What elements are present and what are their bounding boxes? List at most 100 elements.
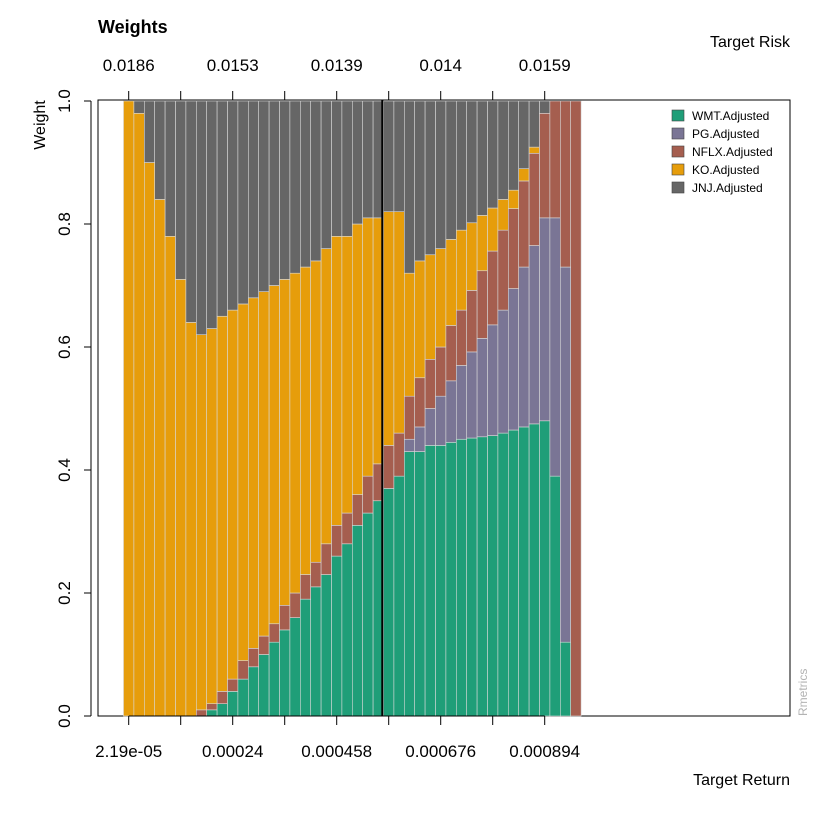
bar-segment-jnj-adjusted-13 xyxy=(248,100,260,299)
top-tick-label-21: 0.0139 xyxy=(311,56,363,75)
bar-segment-nflx-adjusted-24 xyxy=(362,475,374,514)
bar-segment-nflx-adjusted-43 xyxy=(559,100,571,268)
top-tick-label-1: 0.0186 xyxy=(103,56,155,75)
bar-segment-wmt-adjusted-18 xyxy=(299,598,311,717)
bar-segment-jnj-adjusted-9 xyxy=(206,100,218,329)
bar-segment-jnj-adjusted-10 xyxy=(216,100,228,317)
bar-segment-ko-adjusted-32 xyxy=(445,239,457,326)
bar-segment-nflx-adjusted-20 xyxy=(320,543,332,575)
bar-segment-wmt-adjusted-41 xyxy=(539,420,551,717)
bar-segment-jnj-adjusted-23 xyxy=(351,100,363,225)
bar-segment-pg-adjusted-29 xyxy=(414,426,426,452)
bar-segment-jnj-adjusted-41 xyxy=(539,100,551,114)
bar-segment-jnj-adjusted-30 xyxy=(424,100,436,256)
legend-swatch-nflx-adjusted xyxy=(671,145,685,158)
bar-segment-wmt-adjusted-9 xyxy=(206,709,218,717)
bar-segment-ko-adjusted-36 xyxy=(487,207,499,252)
bar-segment-jnj-adjusted-20 xyxy=(320,100,332,249)
bar-segment-wmt-adjusted-34 xyxy=(466,437,478,717)
bar-segment-ko-adjusted-37 xyxy=(497,199,509,231)
bar-segment-ko-adjusted-19 xyxy=(310,260,322,563)
bar-segment-jnj-adjusted-40 xyxy=(528,100,540,148)
y-tick-label-1.0: 1.0 xyxy=(55,89,74,113)
bar-segment-pg-adjusted-39 xyxy=(518,266,530,428)
bar-segment-wmt-adjusted-22 xyxy=(341,543,353,717)
bar-segment-jnj-adjusted-4 xyxy=(154,100,166,200)
bar-segment-nflx-adjusted-32 xyxy=(445,325,457,382)
bar-segment-nflx-adjusted-19 xyxy=(310,561,322,588)
bar-segment-ko-adjusted-11 xyxy=(227,309,239,680)
bar-segment-ko-adjusted-31 xyxy=(435,248,447,348)
bar-segment-jnj-adjusted-34 xyxy=(466,100,478,224)
bar-segment-nflx-adjusted-39 xyxy=(518,180,530,268)
bar-segment-ko-adjusted-6 xyxy=(175,279,187,717)
bar-segment-nflx-adjusted-22 xyxy=(341,512,353,545)
bar-segment-nflx-adjusted-14 xyxy=(258,635,270,655)
x-axis-label: Target Return xyxy=(693,772,790,789)
bar-segment-wmt-adjusted-38 xyxy=(507,429,519,717)
bar-segment-ko-adjusted-5 xyxy=(164,236,176,717)
bottom-tick-label-1: 2.19e-05 xyxy=(95,742,162,761)
bar-segment-ko-adjusted-40 xyxy=(528,146,540,154)
bar-segment-jnj-adjusted-27 xyxy=(393,100,405,212)
bar-segment-wmt-adjusted-17 xyxy=(289,617,301,717)
bar-segment-nflx-adjusted-38 xyxy=(507,208,519,289)
legend-label-wmt-adjusted: WMT.Adjusted xyxy=(692,109,769,123)
bar-segment-ko-adjusted-29 xyxy=(414,260,426,379)
legend-swatch-ko-adjusted xyxy=(671,163,685,176)
bar-segment-jnj-adjusted-38 xyxy=(507,100,519,191)
bar-segment-wmt-adjusted-40 xyxy=(528,423,540,717)
bar-segment-wmt-adjusted-35 xyxy=(476,436,488,717)
bar-segment-ko-adjusted-15 xyxy=(268,285,280,625)
bar-segment-pg-adjusted-42 xyxy=(549,217,561,477)
legend: WMT.Adjusted PG.Adjusted NFLX.Adjusted KO.A… xyxy=(671,109,773,195)
legend-label-jnj-adjusted: JNJ.Adjusted xyxy=(692,181,763,195)
bar-segment-wmt-adjusted-15 xyxy=(268,641,280,717)
bar-segment-ko-adjusted-2 xyxy=(133,113,145,717)
bar-segment-ko-adjusted-7 xyxy=(185,322,197,717)
bar-segment-nflx-adjusted-17 xyxy=(289,592,301,618)
bar-segment-ko-adjusted-28 xyxy=(403,272,415,397)
y-tick-label-0.0: 0.0 xyxy=(55,704,74,728)
bottom-axis: 2.19e-05 0.00024 0.000458 0.000676 0.000894 xyxy=(95,715,580,761)
bar-segment-jnj-adjusted-37 xyxy=(497,100,509,200)
bar-segment-jnj-adjusted-29 xyxy=(414,100,426,262)
bar-segment-pg-adjusted-36 xyxy=(487,324,499,436)
bar-segment-ko-adjusted-3 xyxy=(144,162,156,717)
bar-segment-nflx-adjusted-8 xyxy=(196,709,208,717)
bar-segment-wmt-adjusted-28 xyxy=(403,451,415,717)
bar-segment-wmt-adjusted-23 xyxy=(351,525,363,717)
bar-segment-wmt-adjusted-37 xyxy=(497,432,509,717)
legend-swatch-jnj-adjusted xyxy=(671,181,685,194)
bar-segment-nflx-adjusted-21 xyxy=(331,525,343,557)
bar-segment-pg-adjusted-28 xyxy=(403,438,415,452)
bar-segment-nflx-adjusted-26 xyxy=(383,445,395,489)
bar-segment-ko-adjusted-14 xyxy=(258,291,270,637)
bar-segment-nflx-adjusted-13 xyxy=(248,648,260,668)
bar-segment-wmt-adjusted-42 xyxy=(549,475,561,717)
bar-segment-ko-adjusted-21 xyxy=(331,236,343,526)
bar-segment-jnj-adjusted-17 xyxy=(289,100,301,274)
bar-segment-jnj-adjusted-15 xyxy=(268,100,280,286)
legend-swatch-wmt-adjusted xyxy=(671,109,685,122)
bar-segment-ko-adjusted-26 xyxy=(383,211,395,446)
bar-segment-jnj-adjusted-2 xyxy=(133,100,145,114)
bar-segment-jnj-adjusted-5 xyxy=(164,100,176,237)
bar-segment-wmt-adjusted-21 xyxy=(331,555,343,717)
bar-segment-nflx-adjusted-42 xyxy=(549,100,561,219)
top-tick-label-41: 0.0159 xyxy=(519,56,571,75)
bar-segment-nflx-adjusted-34 xyxy=(466,290,478,353)
bar-segment-pg-adjusted-31 xyxy=(435,395,447,446)
bar-segment-ko-adjusted-9 xyxy=(206,328,218,704)
bar-segment-jnj-adjusted-36 xyxy=(487,100,499,209)
bar-segment-jnj-adjusted-3 xyxy=(144,100,156,163)
bar-segment-wmt-adjusted-11 xyxy=(227,691,239,717)
bar-segment-nflx-adjusted-28 xyxy=(403,395,415,440)
bar-segment-wmt-adjusted-39 xyxy=(518,426,530,717)
bar-segment-pg-adjusted-41 xyxy=(539,217,551,422)
bar-segment-wmt-adjusted-26 xyxy=(383,488,395,717)
bar-segment-nflx-adjusted-18 xyxy=(299,574,311,600)
bar-segment-pg-adjusted-30 xyxy=(424,408,436,446)
bar-segment-wmt-adjusted-30 xyxy=(424,445,436,717)
